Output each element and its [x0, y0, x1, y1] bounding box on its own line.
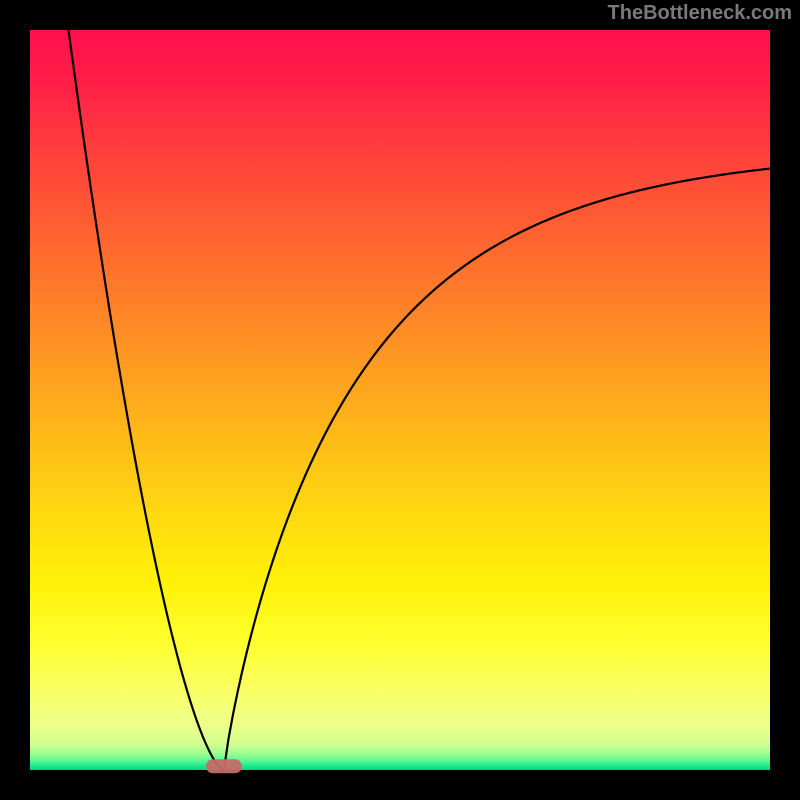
min-marker: [206, 759, 242, 773]
chart-frame: [0, 0, 800, 800]
bottleneck-chart: [0, 0, 800, 800]
watermark-text: TheBottleneck.com: [608, 2, 792, 25]
chart-container: TheBottleneck.com: [0, 0, 800, 800]
